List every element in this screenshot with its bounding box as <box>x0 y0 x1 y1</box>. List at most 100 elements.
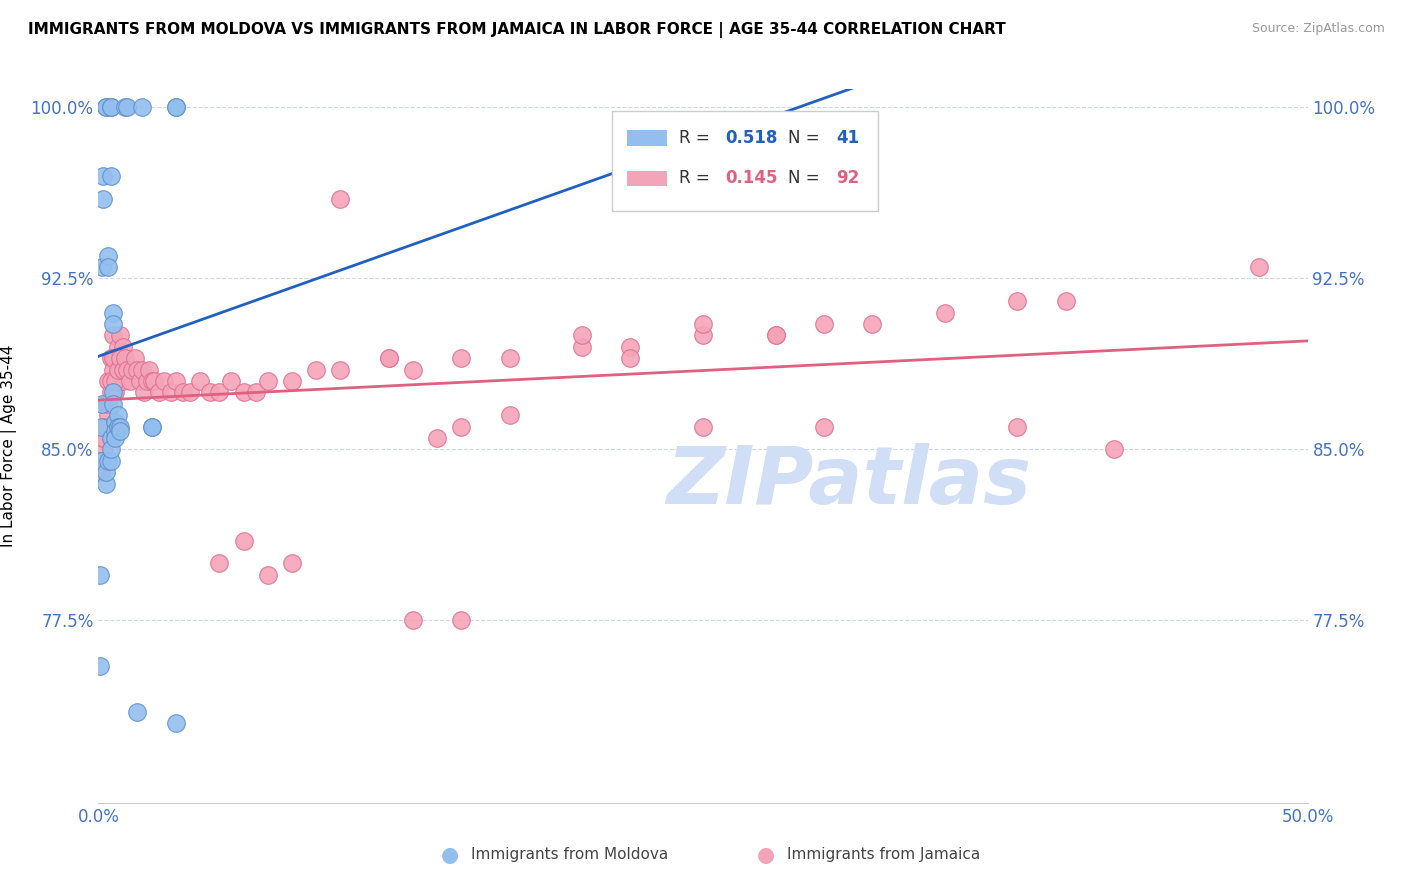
Point <box>1102 442 1125 457</box>
Point <box>135 374 157 388</box>
Point <box>94 397 117 411</box>
Point <box>765 328 787 343</box>
Point <box>94 476 117 491</box>
Point <box>127 705 149 719</box>
Point <box>97 249 120 263</box>
Point <box>165 100 187 114</box>
Text: ZIPatlas: ZIPatlas <box>665 442 1031 521</box>
Point <box>377 351 399 366</box>
Point <box>256 374 278 388</box>
Point <box>208 557 231 571</box>
Point <box>111 374 134 388</box>
Point <box>100 100 122 114</box>
Point <box>813 419 835 434</box>
Point <box>450 351 472 366</box>
Point <box>179 385 201 400</box>
FancyBboxPatch shape <box>627 130 666 145</box>
Point <box>450 419 472 434</box>
Point <box>97 397 120 411</box>
Point <box>498 351 520 366</box>
Point <box>100 454 122 468</box>
Point <box>165 374 187 388</box>
Point <box>138 362 160 376</box>
Point <box>305 362 328 376</box>
Point <box>97 408 120 422</box>
Point <box>329 192 352 206</box>
Point <box>90 431 112 445</box>
Point <box>104 385 127 400</box>
Point <box>101 397 124 411</box>
Text: ●: ● <box>441 845 458 864</box>
Point <box>121 362 143 376</box>
Point <box>619 340 641 354</box>
Point <box>94 419 117 434</box>
Point <box>1007 419 1029 434</box>
Point <box>172 385 194 400</box>
Text: ●: ● <box>758 845 775 864</box>
Text: R =: R = <box>679 128 714 146</box>
Point <box>101 385 124 400</box>
Text: Immigrants from Jamaica: Immigrants from Jamaica <box>787 847 980 862</box>
Text: 92: 92 <box>837 169 859 187</box>
Point <box>131 100 153 114</box>
Point <box>89 659 111 673</box>
Point <box>101 328 124 343</box>
Point <box>101 362 124 376</box>
Point <box>160 385 183 400</box>
Point <box>100 351 122 366</box>
Point <box>104 431 127 445</box>
Point <box>377 351 399 366</box>
Text: N =: N = <box>787 169 824 187</box>
Point <box>131 362 153 376</box>
Point <box>104 351 127 366</box>
Point <box>100 442 122 457</box>
Point <box>107 419 129 434</box>
Point <box>165 716 187 731</box>
Point <box>91 169 114 183</box>
Point <box>94 100 117 114</box>
Point <box>117 362 139 376</box>
Point <box>94 100 117 114</box>
Point <box>281 557 304 571</box>
Point <box>141 419 163 434</box>
Point <box>860 317 883 331</box>
Point <box>124 351 146 366</box>
Point <box>128 374 150 388</box>
Point <box>91 442 114 457</box>
Point <box>90 454 112 468</box>
Point <box>94 465 117 479</box>
Text: R =: R = <box>679 169 714 187</box>
Point <box>91 397 114 411</box>
Point <box>198 385 221 400</box>
Point <box>91 419 114 434</box>
Point <box>101 317 124 331</box>
Point <box>141 419 163 434</box>
Point <box>107 408 129 422</box>
Point <box>402 614 425 628</box>
Point <box>89 567 111 582</box>
Point <box>143 374 166 388</box>
Point <box>97 454 120 468</box>
Point <box>100 100 122 114</box>
Point <box>100 169 122 183</box>
Point <box>692 419 714 434</box>
Point <box>108 424 131 438</box>
Point <box>188 374 211 388</box>
Point <box>329 362 352 376</box>
Point <box>100 374 122 388</box>
Point <box>107 340 129 354</box>
Point <box>111 362 134 376</box>
Point <box>90 454 112 468</box>
Point <box>692 317 714 331</box>
Point <box>114 100 136 114</box>
Point <box>111 340 134 354</box>
Point <box>281 374 304 388</box>
Point <box>117 100 139 114</box>
Point <box>91 260 114 274</box>
Point <box>108 328 131 343</box>
Text: Immigrants from Moldova: Immigrants from Moldova <box>471 847 668 862</box>
Point <box>1249 260 1271 274</box>
Point <box>107 374 129 388</box>
Point <box>619 351 641 366</box>
Text: IMMIGRANTS FROM MOLDOVA VS IMMIGRANTS FROM JAMAICA IN LABOR FORCE | AGE 35-44 CO: IMMIGRANTS FROM MOLDOVA VS IMMIGRANTS FR… <box>28 22 1005 38</box>
